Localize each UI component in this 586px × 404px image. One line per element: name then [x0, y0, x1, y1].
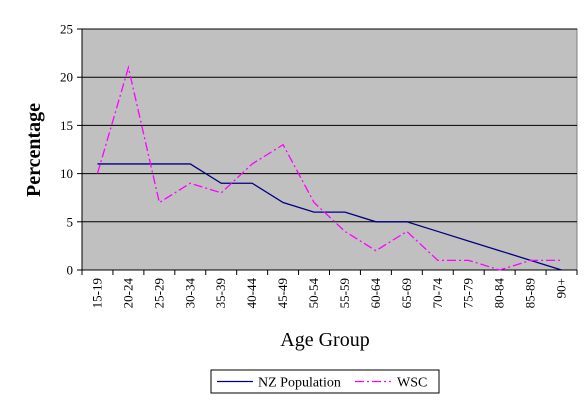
x-tick-label: 60-64	[368, 278, 383, 309]
series-layer	[96, 64, 562, 271]
x-tick-label: 20-24	[120, 278, 135, 309]
x-axis: 15-19 20-24 25-29 30-34 35-39 40-44 45-49 50-54…	[81, 269, 578, 309]
x-tick-label: 15-19	[89, 278, 104, 308]
x-tick-label: 25-29	[151, 278, 166, 308]
x-tick-label: 55-59	[337, 278, 352, 308]
legend-box	[210, 369, 440, 394]
x-tick-label: 50-54	[306, 278, 321, 309]
x-tick-label: 70-74	[430, 278, 445, 309]
legend: NZ Population WSC	[210, 369, 440, 394]
y-tick-label: 10	[60, 166, 73, 181]
y-axis: 0 5 10 15 20 25	[60, 22, 83, 278]
legend-label: WSC	[397, 376, 427, 391]
x-axis-label: Age Group	[280, 329, 369, 351]
x-tick-label: 65-69	[399, 278, 414, 308]
series-line-1	[97, 163, 562, 271]
x-tick-label: 85-89	[523, 278, 538, 308]
x-tick-label: 80-84	[492, 278, 507, 309]
gridlines	[82, 28, 577, 223]
plot-area	[81, 28, 578, 271]
series-line-2	[96, 64, 562, 271]
y-tick-label: 5	[67, 214, 74, 229]
y-tick-label: 15	[60, 118, 73, 133]
x-tick-label: 40-44	[244, 278, 259, 309]
y-tick-label: 20	[60, 70, 73, 85]
y-tick-label: 0	[67, 263, 74, 278]
y-axis-label: Percentage	[23, 103, 45, 197]
x-tick-label: 30-34	[182, 278, 197, 309]
legend-label: NZ Population	[258, 376, 341, 391]
x-tick-label: 35-39	[213, 278, 228, 308]
x-tick-label: 75-79	[461, 278, 476, 308]
x-tick-label: 90+	[554, 278, 569, 298]
y-tick-label: 25	[60, 22, 73, 37]
x-tick-label: 45-49	[275, 278, 290, 308]
